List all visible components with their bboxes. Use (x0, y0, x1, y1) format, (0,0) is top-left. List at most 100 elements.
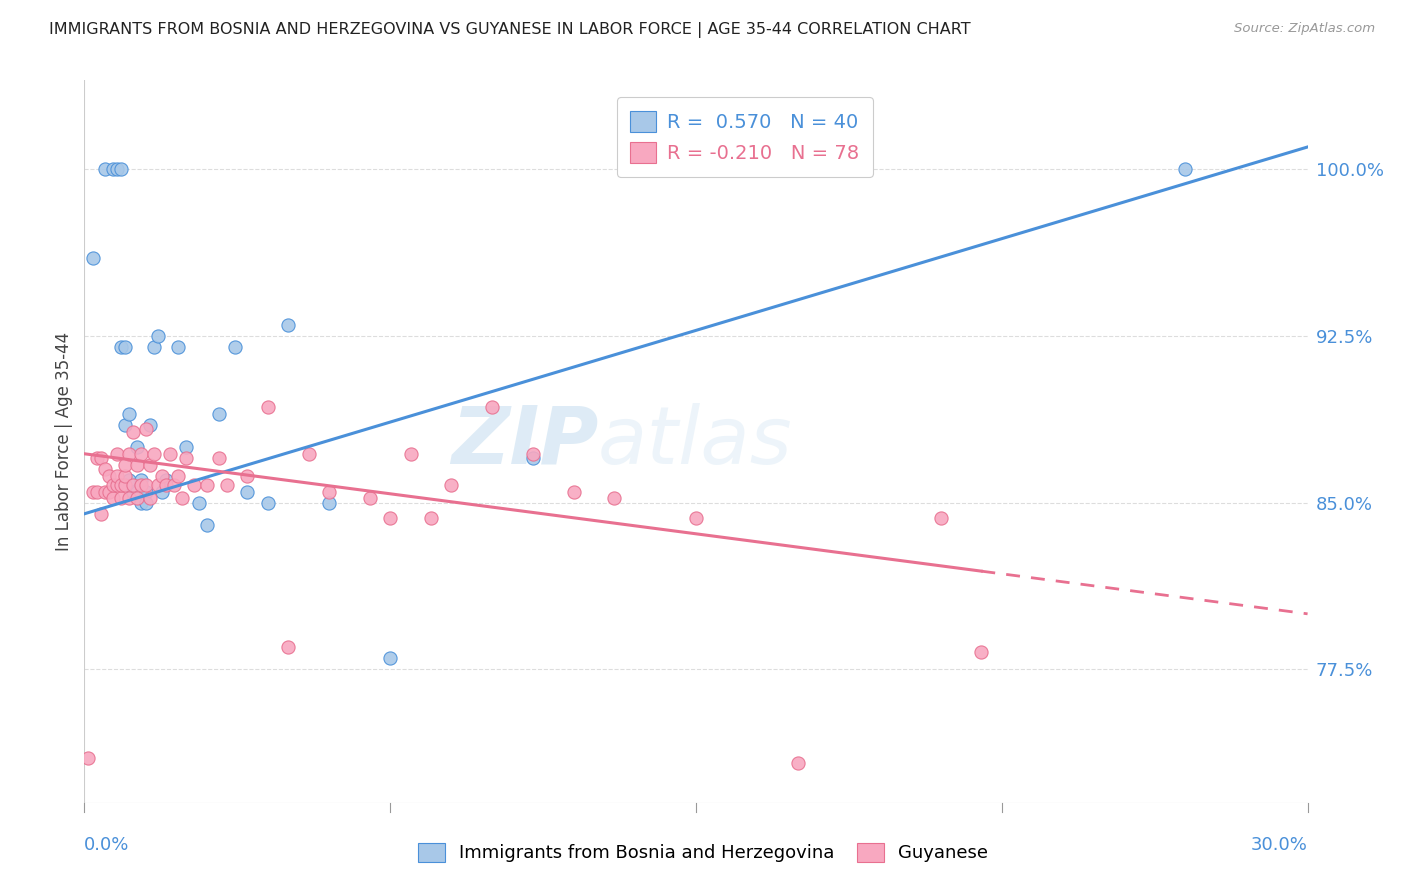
Point (1174, 162, 1197, 177)
Point (127, 440, 149, 454)
Point (110, 340, 132, 354)
Point (155, 478, 177, 492)
Point (86, 451, 108, 466)
Text: 30.0%: 30.0% (1251, 836, 1308, 855)
Point (122, 478, 145, 492)
Point (122, 425, 145, 439)
Point (131, 474, 153, 488)
Point (257, 496, 280, 510)
Point (77, 751, 100, 765)
Point (118, 447, 141, 461)
Point (217, 478, 239, 492)
Point (114, 469, 136, 483)
Point (150, 484, 173, 499)
Point (142, 447, 165, 461)
Point (131, 447, 153, 461)
Point (420, 511, 443, 525)
Point (101, 491, 124, 506)
Point (298, 447, 321, 461)
Point (131, 478, 153, 492)
Point (277, 640, 299, 655)
Point (138, 458, 160, 472)
Y-axis label: In Labor Force | Age 35-44: In Labor Force | Age 35-44 (55, 332, 73, 551)
Point (440, 478, 463, 492)
Point (318, 484, 340, 499)
Point (93, 162, 115, 177)
Point (90, 507, 112, 521)
Point (146, 478, 169, 492)
Text: IMMIGRANTS FROM BOSNIA AND HERZEGOVINA VS GUYANESE IN LABOR FORCE | AGE 35-44 CO: IMMIGRANTS FROM BOSNIA AND HERZEGOVINA V… (49, 22, 970, 38)
Text: Source: ZipAtlas.com: Source: ZipAtlas.com (1234, 22, 1375, 36)
Point (142, 340, 165, 354)
Point (131, 496, 153, 510)
Point (929, 511, 952, 525)
Text: ZIP: ZIP (451, 402, 598, 481)
Point (138, 417, 160, 432)
Point (167, 340, 190, 354)
Text: atlas: atlas (598, 402, 793, 481)
Point (114, 478, 136, 492)
Point (82, 251, 104, 265)
Point (562, 484, 585, 499)
Point (127, 491, 149, 506)
Point (481, 400, 503, 414)
Point (172, 491, 194, 506)
Point (195, 517, 218, 532)
Point (105, 162, 128, 177)
Point (685, 511, 707, 525)
Point (110, 478, 132, 492)
Point (380, 511, 402, 525)
Point (224, 340, 246, 354)
Point (127, 484, 149, 499)
Point (208, 407, 231, 421)
Point (183, 478, 205, 492)
Point (114, 340, 136, 354)
Point (195, 478, 218, 492)
Point (163, 478, 186, 492)
Point (118, 474, 141, 488)
Point (603, 491, 626, 506)
Point (236, 469, 259, 483)
Point (380, 651, 402, 665)
Point (105, 478, 128, 492)
Point (159, 447, 181, 461)
Point (127, 458, 149, 472)
Point (110, 491, 132, 506)
Point (118, 407, 141, 421)
Point (174, 440, 197, 454)
Point (135, 484, 157, 499)
Point (522, 447, 544, 461)
Point (86, 484, 108, 499)
Point (187, 496, 209, 510)
Point (155, 474, 177, 488)
Point (318, 496, 340, 510)
Point (135, 422, 157, 436)
Point (257, 400, 280, 414)
Point (138, 491, 160, 506)
Point (208, 451, 231, 466)
Point (110, 162, 132, 177)
Point (97, 484, 120, 499)
Point (105, 447, 128, 461)
Text: 0.0%: 0.0% (84, 836, 129, 855)
Point (105, 469, 128, 483)
Point (93, 484, 115, 499)
Point (114, 458, 136, 472)
Point (101, 162, 124, 177)
Point (522, 451, 544, 466)
Point (277, 318, 299, 332)
Point (146, 329, 169, 343)
Point (82, 484, 104, 499)
Point (167, 469, 190, 483)
Point (359, 491, 381, 506)
Point (174, 451, 197, 466)
Point (114, 417, 136, 432)
Point (101, 478, 124, 492)
Point (970, 645, 993, 659)
Point (150, 469, 173, 483)
Point (236, 484, 259, 499)
Point (787, 756, 810, 770)
Point (118, 491, 141, 506)
Legend: R =  0.570   N = 40, R = -0.210   N = 78: R = 0.570 N = 40, R = -0.210 N = 78 (617, 97, 873, 177)
Point (122, 484, 145, 499)
